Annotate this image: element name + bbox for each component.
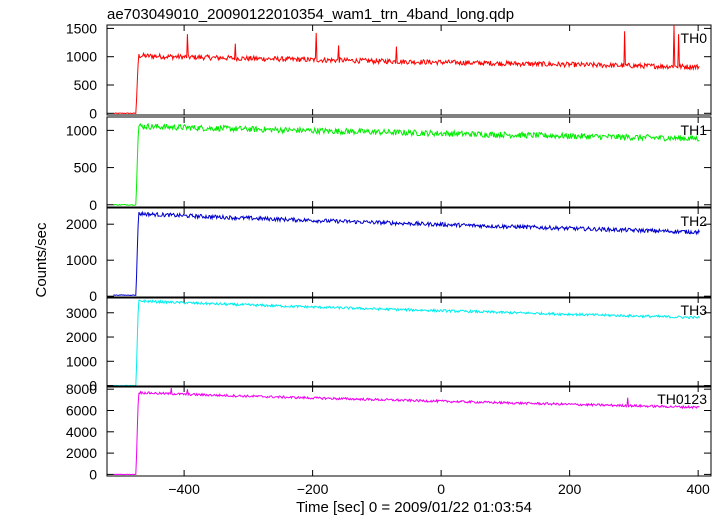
x-axis-label: Time [sec] 0 = 2009/01/22 01:03:54 bbox=[296, 499, 532, 516]
panel-label: TH0123 bbox=[657, 391, 707, 407]
y-tick-label: 8000 bbox=[66, 381, 97, 397]
panel-th0: 0 500 1000 1500 TH0 bbox=[66, 20, 712, 121]
y-tick-label: 1000 bbox=[66, 122, 97, 138]
x-tick-label: −400 bbox=[168, 481, 200, 497]
x-tick-label: 0 bbox=[437, 481, 445, 497]
y-tick-label: 4000 bbox=[66, 424, 97, 440]
y-tick-label: 0 bbox=[89, 197, 97, 213]
y-tick-label: 1500 bbox=[66, 20, 97, 36]
panel-frame bbox=[106, 296, 712, 388]
panel-th2: 0 1000 2000 TH2 bbox=[66, 207, 712, 304]
x-tick-label: 200 bbox=[558, 481, 582, 497]
panel-frame bbox=[106, 385, 712, 477]
y-tick-label: 0 bbox=[89, 105, 97, 121]
panel-th0123: 0 2000 4000 6000 8000 TH0123 bbox=[66, 381, 712, 482]
panel-label: TH3 bbox=[681, 302, 708, 318]
panel-label: TH1 bbox=[681, 122, 708, 138]
chart-title: ae703049010_20090122010354_wam1_trn_4ban… bbox=[107, 6, 514, 23]
y-axis-label: Counts/sec bbox=[33, 222, 50, 298]
x-tick-label: −200 bbox=[297, 481, 329, 497]
y-tick-label: 1000 bbox=[66, 353, 97, 369]
y-tick-label: 1000 bbox=[66, 252, 97, 268]
series-line-th1 bbox=[113, 122, 700, 206]
panel-frame bbox=[106, 207, 712, 299]
panel-th1: 0 500 1000 TH1 bbox=[66, 116, 712, 213]
y-tick-label: 2000 bbox=[66, 445, 97, 461]
y-tick-label: 3000 bbox=[66, 305, 97, 321]
y-tick-label: 500 bbox=[74, 160, 98, 176]
y-tick-label: 0 bbox=[89, 288, 97, 304]
series-line-th0 bbox=[113, 24, 700, 115]
y-tick-label: 2000 bbox=[66, 216, 97, 232]
y-tick-label: 6000 bbox=[66, 402, 97, 418]
y-tick-label: 2000 bbox=[66, 329, 97, 345]
series-line-th2 bbox=[113, 210, 700, 296]
x-axis: −400 −200 0 200 400 bbox=[168, 481, 710, 497]
series-line-th0123 bbox=[113, 388, 700, 476]
panel-frame bbox=[106, 116, 712, 208]
x-tick-label: 400 bbox=[686, 481, 710, 497]
panel-th3: 0 1000 2000 3000 TH3 bbox=[66, 296, 712, 394]
y-tick-label: 0 bbox=[89, 378, 97, 394]
y-tick-label: 1000 bbox=[66, 49, 97, 65]
panel-frame bbox=[106, 24, 712, 116]
y-tick-label: 500 bbox=[74, 77, 98, 93]
y-tick-label: 0 bbox=[89, 466, 97, 482]
series-line-th3 bbox=[113, 299, 700, 387]
panel-label: TH0 bbox=[681, 30, 708, 46]
panel-label: TH2 bbox=[681, 213, 708, 229]
